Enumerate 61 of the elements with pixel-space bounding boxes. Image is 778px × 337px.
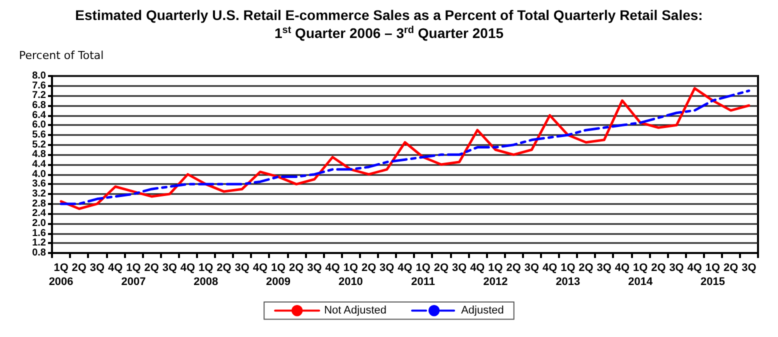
x-tick-label: 3Q <box>524 262 540 274</box>
x-tick-label: 4Q <box>108 262 124 274</box>
x-tick-label: 3Q <box>742 262 757 274</box>
x-tick-label: 2Q <box>361 262 377 274</box>
x-tick-label: 1Q 2015 <box>700 262 725 288</box>
y-tick-label: 4.0 <box>32 168 46 180</box>
x-tick-label: 3Q <box>596 262 612 274</box>
x-tick-label: 2Q <box>434 262 449 274</box>
y-tick-label: 7.2 <box>32 90 46 102</box>
x-tick-label: 4Q <box>180 262 196 274</box>
x-tick-label: 2Q <box>289 262 304 274</box>
x-tick-label: 3Q <box>380 262 395 274</box>
x-tick-label: 2Q <box>506 262 522 274</box>
x-tick-label: 2Q <box>72 262 87 274</box>
y-tick-label: 1.6 <box>32 228 46 239</box>
x-tick-label: 4Q <box>614 262 630 274</box>
y-tick-label: 6.8 <box>32 100 46 111</box>
y-tick-label: 4.8 <box>32 149 46 160</box>
x-tick-label: 1Q 2008 <box>194 262 218 288</box>
y-tick-label: 5.2 <box>32 139 46 150</box>
y-tick-label: 1.2 <box>32 238 46 249</box>
x-tick-label: 1Q 2006 <box>48 262 74 288</box>
x-tick-label: 4Q <box>687 262 702 274</box>
x-tick-label: 4Q <box>325 262 340 274</box>
y-tick-label: 8.0 <box>32 70 46 82</box>
x-tick-label: 2Q <box>144 262 160 274</box>
legend-label: Not Adjusted <box>324 304 386 317</box>
x-tick-label: 1Q 2013 <box>556 262 580 288</box>
x-tick-label: 1Q 2012 <box>483 262 508 288</box>
y-tick-label: 7.6 <box>32 80 46 92</box>
x-tick-label: 1Q 2007 <box>121 262 146 288</box>
y-tick-label: 3.6 <box>32 178 46 190</box>
x-tick-label: 3Q <box>452 262 468 274</box>
y-tick-label: 2.0 <box>32 218 46 229</box>
y-tick-label: 5.6 <box>32 130 46 140</box>
y-tick-label: 6.0 <box>32 120 46 131</box>
chart-title: Estimated Quarterly U.S. Retail E-commerce Sales as a Percent of Total Quarterly Retail Sales: <box>74 6 704 24</box>
x-tick-label: 3Q <box>162 262 178 274</box>
y-axis-title: Percent of Total <box>19 49 104 62</box>
x-tick-label: 2Q <box>216 262 232 274</box>
y-tick-label: 3.2 <box>32 188 46 200</box>
x-tick-label: 4Q <box>470 262 486 274</box>
x-tick-label: 4Q <box>252 262 268 274</box>
x-tick-label: 4Q <box>398 262 413 274</box>
chart-subtitle: 1$^{st}$ Quarter 2006 – 3$^{rd}$ Quarter 2015 <box>273 24 505 42</box>
x-tick-label: 2Q <box>724 262 739 274</box>
x-tick-label: 2Q <box>651 262 666 274</box>
y-tick-label: 6.4 <box>32 110 46 121</box>
y-tick-label: 2.4 <box>32 208 46 220</box>
legend-label: Adjusted <box>461 304 504 317</box>
x-tick-label: 3Q <box>90 262 106 274</box>
y-tick-label: 4.4 <box>32 159 46 170</box>
x-tick-label: 2Q <box>578 262 594 274</box>
x-tick-label: 3Q <box>669 262 684 274</box>
x-tick-label: 3Q <box>234 262 250 274</box>
x-tick-label: 3Q <box>307 262 322 274</box>
y-tick-label: 0.8 <box>32 248 46 258</box>
y-tick-label: 2.8 <box>32 198 46 210</box>
x-tick-label: 1Q 2010 <box>338 262 363 288</box>
x-tick-label: 1Q 2011 <box>411 262 436 288</box>
x-tick-label: 4Q <box>542 262 558 274</box>
